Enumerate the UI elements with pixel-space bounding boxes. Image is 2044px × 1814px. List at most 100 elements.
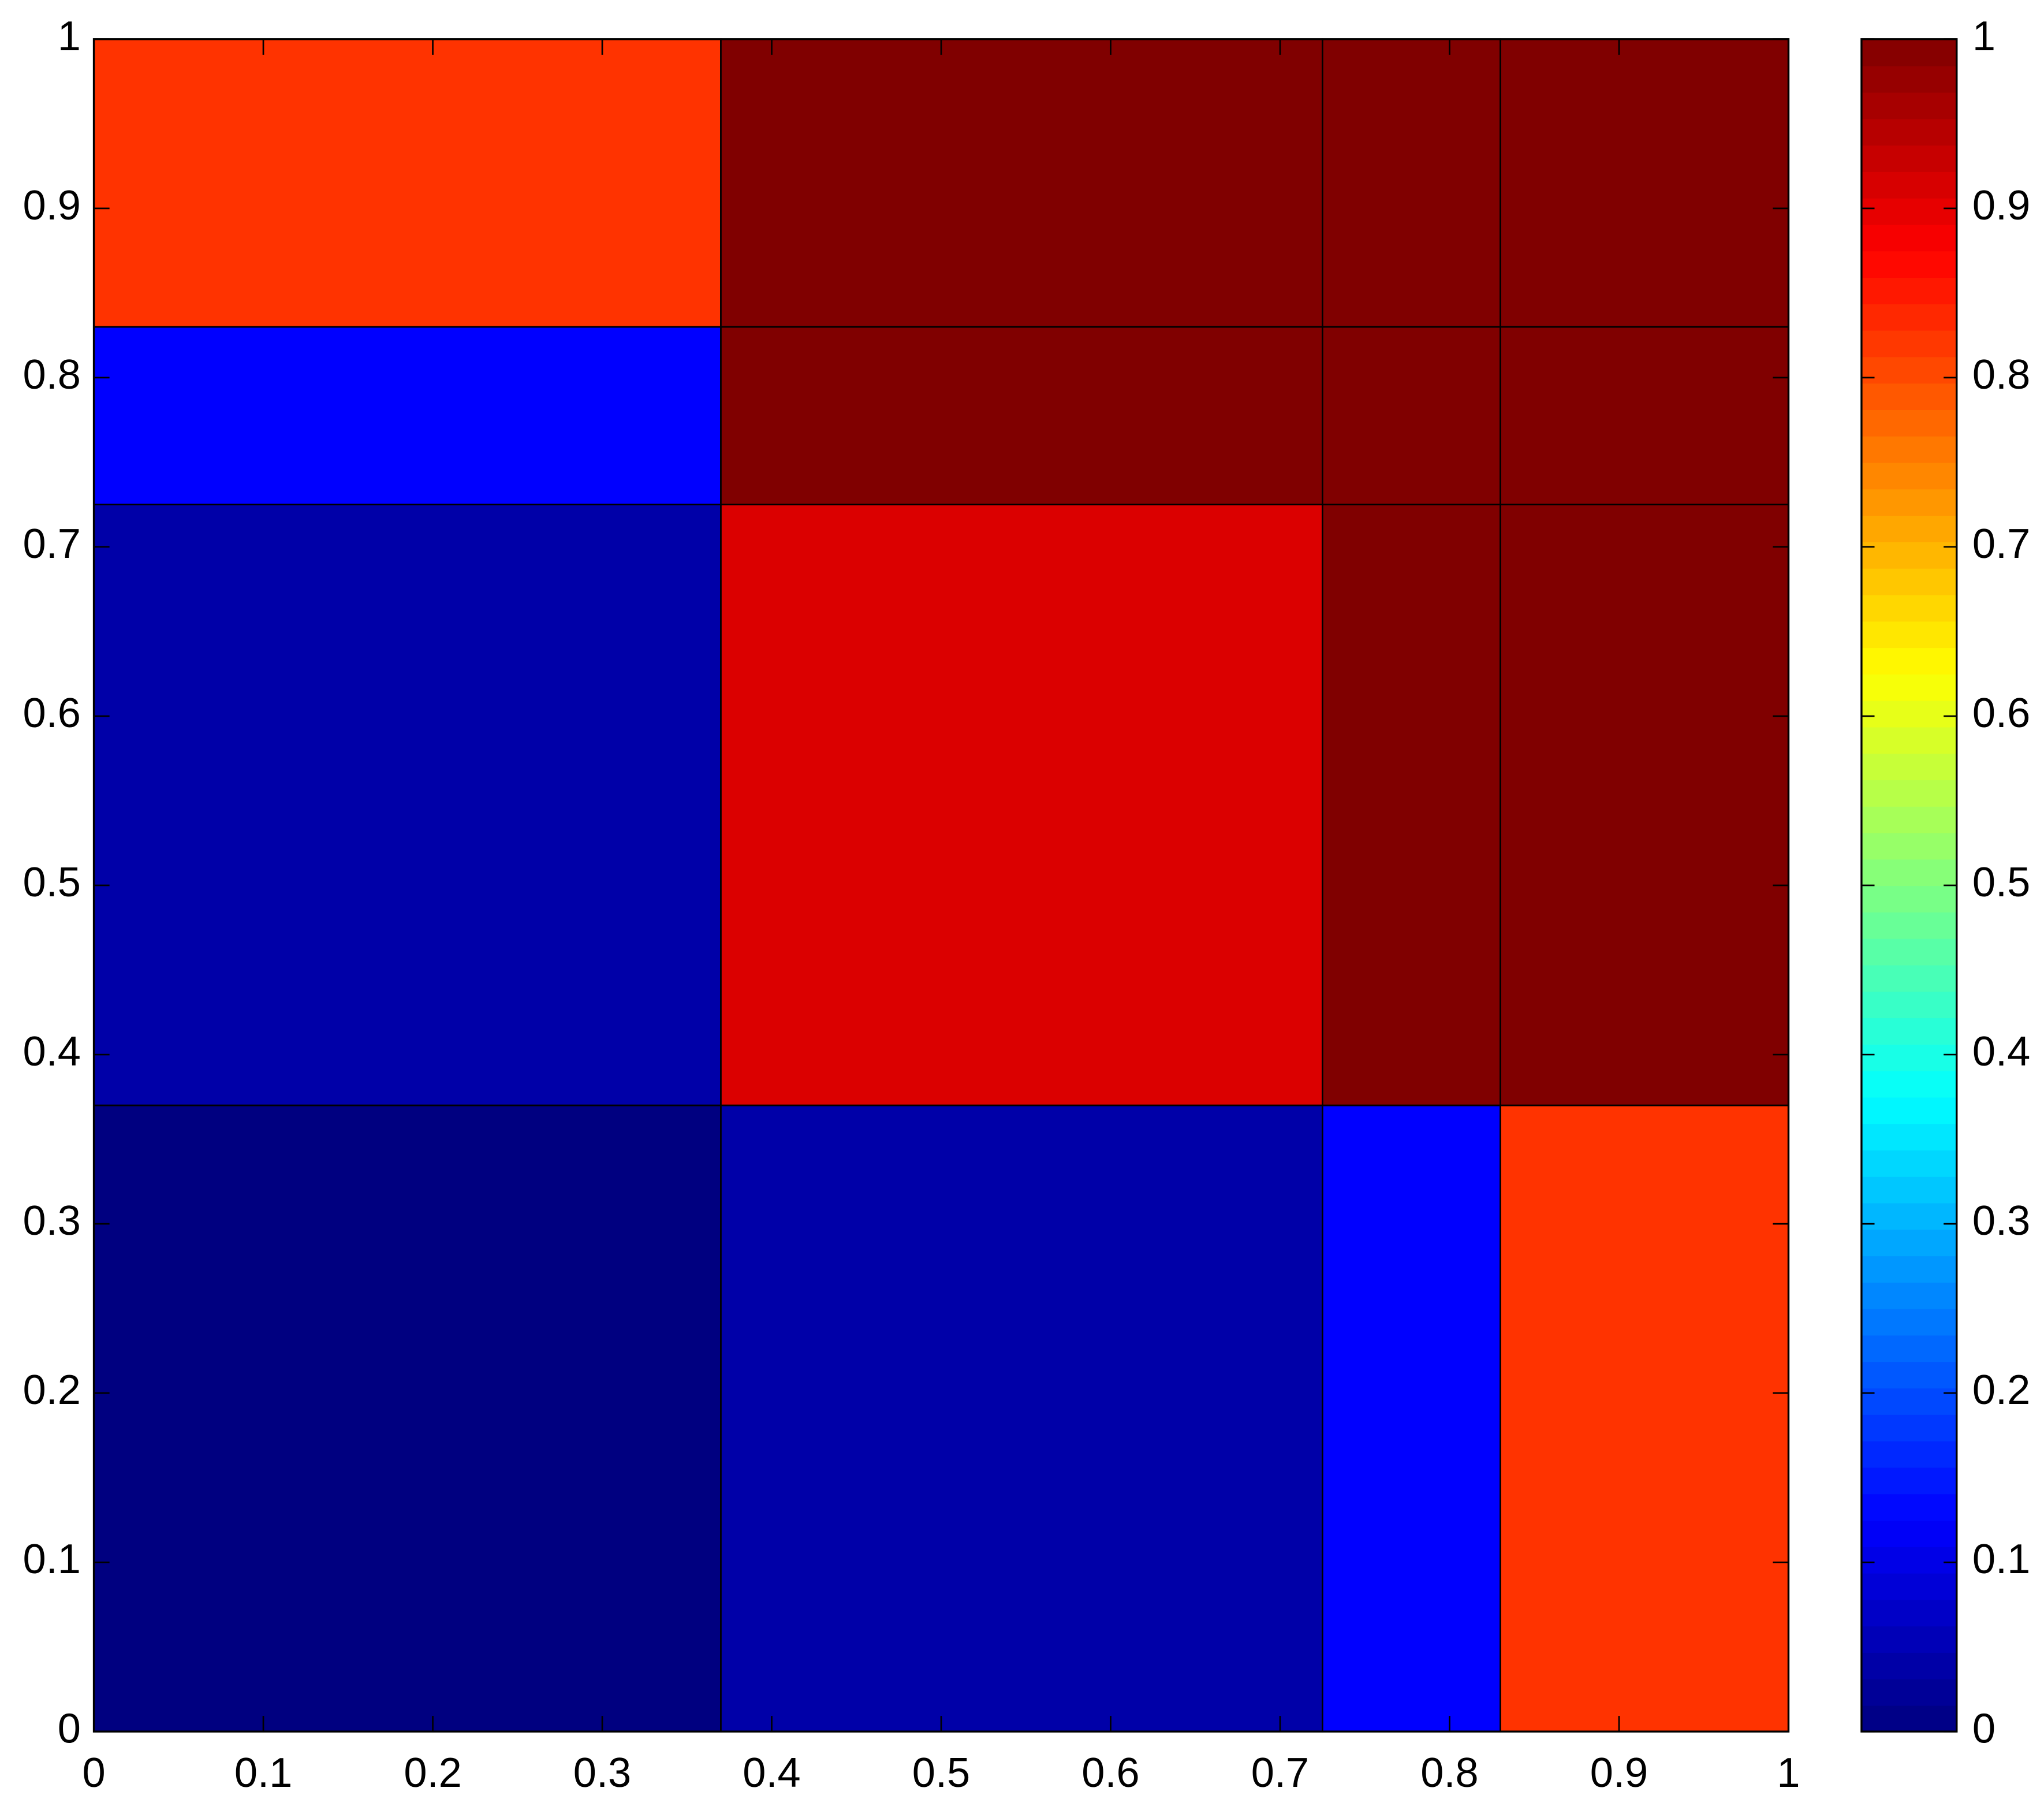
colorbar-band	[1861, 462, 1957, 490]
colorbar-band	[1861, 1546, 1957, 1574]
colorbar-band	[1861, 1176, 1957, 1204]
colorbar-band	[1861, 779, 1957, 807]
x-tick-label: 0.5	[912, 1750, 970, 1796]
cell	[93, 504, 722, 1107]
colorbar-band	[1861, 1387, 1957, 1415]
colorbar-band	[1861, 39, 1957, 66]
colorbar-band	[1861, 859, 1957, 886]
cell	[1500, 1104, 1789, 1733]
y-tick-label: 0.5	[23, 859, 81, 906]
colorbar-band	[1861, 673, 1957, 701]
cell	[720, 38, 1323, 328]
x-tick-label: 0.2	[404, 1750, 461, 1796]
colorbar-tick-label: 0.6	[1972, 690, 2030, 736]
colorbar-band	[1861, 435, 1957, 463]
colorbar-band	[1861, 727, 1957, 754]
cell	[720, 326, 1323, 506]
colorbar-tick-label: 0.8	[1972, 352, 2030, 398]
colorbar-band	[1861, 568, 1957, 595]
y-tick-label: 0	[58, 1705, 81, 1752]
colorbar-band	[1861, 885, 1957, 912]
colorbar-tick-label: 0.4	[1972, 1029, 2030, 1075]
colorbar-band	[1861, 1440, 1957, 1468]
colorbar-band	[1861, 277, 1957, 304]
x-tick-label: 0.4	[743, 1750, 800, 1796]
x-tick-label: 0.7	[1251, 1750, 1309, 1796]
y-tick-label: 0.9	[23, 182, 81, 229]
colorbar-band	[1861, 224, 1957, 252]
colorbar-band	[1861, 621, 1957, 649]
colorbar-band	[1861, 1652, 1957, 1679]
colorbar-tick-label: 0.7	[1972, 521, 2030, 567]
colorbar-band	[1861, 1599, 1957, 1627]
colorbar-band	[1861, 1519, 1957, 1547]
colorbar-band	[1861, 1017, 1957, 1045]
colorbar-band	[1861, 65, 1957, 93]
y-tick-label: 0.7	[23, 521, 81, 567]
colorbar-band	[1861, 118, 1957, 146]
colorbar-tick-label: 0.3	[1972, 1198, 2030, 1244]
colorbar-tick-label: 0.1	[1972, 1536, 2030, 1582]
colorbar-band	[1861, 1308, 1957, 1336]
colorbar-band	[1861, 1097, 1957, 1124]
x-tick-label: 1	[1777, 1750, 1800, 1796]
colorbar-band	[1861, 700, 1957, 728]
colorbar-band	[1861, 991, 1957, 1019]
cell	[1500, 504, 1789, 1107]
colorbar-band	[1861, 330, 1957, 357]
colorbar-band	[1861, 171, 1957, 199]
colorbar-band	[1861, 647, 1957, 675]
colorbar-band	[1861, 1149, 1957, 1177]
colorbar-band	[1861, 356, 1957, 384]
x-tick-label: 0.6	[1081, 1750, 1139, 1796]
colorbar-tick-label: 0.2	[1972, 1367, 2030, 1413]
cell	[1322, 38, 1501, 328]
y-tick-label: 0.3	[23, 1198, 81, 1244]
x-tick-label: 0.1	[234, 1750, 292, 1796]
cell	[93, 326, 722, 506]
colorbar-band	[1861, 303, 1957, 331]
cell	[1322, 326, 1501, 506]
cell	[720, 1104, 1323, 1733]
colorbar-band	[1861, 1070, 1957, 1098]
colorbar-tick-label: 0.5	[1972, 859, 2030, 906]
cell	[1500, 326, 1789, 506]
cell	[1322, 1104, 1501, 1733]
colorbar-band	[1861, 1123, 1957, 1151]
colorbar-band	[1861, 1493, 1957, 1521]
colorbar-band	[1861, 144, 1957, 172]
colorbar-band	[1861, 938, 1957, 966]
colorbar-band	[1861, 911, 1957, 939]
colorbar-band	[1861, 1467, 1957, 1495]
colorbar-band	[1861, 1626, 1957, 1653]
colorbar-band	[1861, 409, 1957, 437]
colorbar-band	[1861, 383, 1957, 410]
x-tick-label: 0.3	[573, 1750, 631, 1796]
colorbar-band	[1861, 1705, 1957, 1733]
x-tick-label: 0	[82, 1750, 105, 1796]
colorbar-band	[1861, 753, 1957, 780]
colorbar-band	[1861, 964, 1957, 992]
colorbar-band	[1861, 1282, 1957, 1309]
colorbar-band	[1861, 1678, 1957, 1706]
colorbar-band	[1861, 1256, 1957, 1283]
colorbar-band	[1861, 489, 1957, 516]
colorbar-band	[1861, 92, 1957, 120]
colorbar-band	[1861, 1361, 1957, 1389]
x-tick-label: 0.8	[1420, 1750, 1478, 1796]
y-tick-label: 0.8	[23, 352, 81, 398]
colorbar-band	[1861, 1414, 1957, 1441]
y-tick-label: 1	[58, 13, 81, 59]
y-tick-label: 0.4	[23, 1029, 81, 1075]
colorbar-band	[1861, 1202, 1957, 1230]
cell	[93, 38, 722, 328]
colorbar-tick-label: 1	[1972, 13, 1995, 59]
y-tick-label: 0.6	[23, 690, 81, 736]
cell	[1500, 38, 1789, 328]
colorbar-band	[1861, 515, 1957, 542]
colorbar-band	[1861, 1044, 1957, 1071]
colorbar-band	[1861, 594, 1957, 622]
y-tick-label: 0.1	[23, 1536, 81, 1582]
y-tick-label: 0.2	[23, 1367, 81, 1413]
